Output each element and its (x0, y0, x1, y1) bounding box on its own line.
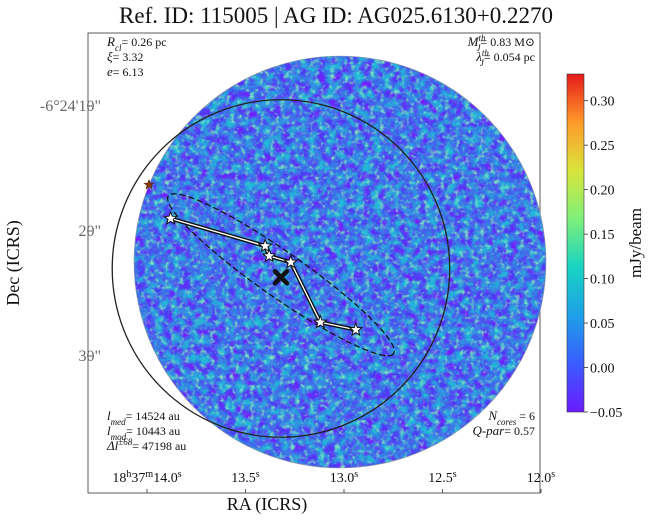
x-tick-label: 13.5s (231, 469, 260, 487)
colorbar-tick-label: −0.05 (590, 406, 622, 421)
x-tick-label: 12.0s (527, 469, 556, 487)
core-marker (348, 321, 364, 337)
fit-ellipse (166, 193, 395, 357)
mst-edge-highlight (169, 217, 266, 247)
annotation-line: lmed= 14524 au (107, 408, 180, 427)
colorbar-tick-label: 0.05 (590, 317, 615, 332)
mst-edge-highlight (290, 261, 322, 323)
x-tick-label: 13.0s (330, 469, 359, 487)
colorbar-label: mJy/beam (626, 208, 645, 278)
colorbar-tick-label: 0.25 (590, 139, 615, 154)
x-tick-label: 12.5s (428, 469, 457, 487)
annotation-line: Ncores = 6 (487, 408, 535, 427)
x-axis-label: RA (ICRS) (227, 494, 308, 515)
y-tick-label: 30" (78, 348, 101, 365)
core-marker (261, 248, 277, 263)
y-axis-label: Dec (ICRS) (3, 220, 24, 305)
field-boundary (133, 55, 547, 469)
core-marker (163, 210, 179, 225)
colorbar-tick-label: 0.20 (590, 184, 615, 199)
colorbar-tick-label: 0.15 (590, 228, 615, 243)
annotation-line: Mth J= 0.83 M⊙ (467, 33, 535, 53)
y-tick-label: 20" (78, 223, 101, 240)
annotation-line: lmod= 10443 au (107, 423, 180, 442)
colorbar-ticks: 0.30 0.25 0.20 0.15 0.10 0.05 0.00 −0.05 (584, 95, 622, 421)
x-tick-label: 18h37m14.0s (112, 469, 181, 487)
core-marker (257, 238, 273, 253)
annotation-line: Rcl= 0.26 pc (106, 34, 167, 53)
centroid-marker (272, 269, 290, 286)
intensity-map (134, 56, 546, 468)
colorbar-tick-label: 0.30 (590, 95, 615, 110)
x-axis: 18h37m14.0s 13.5s 13.0s 12.5s 12.0s (112, 469, 556, 493)
annotations: Rcl= 0.26 pcξ= 3.32e= 6.13 Mth J= 0.83 M⊙λ… (106, 33, 535, 453)
y-axis: -6°24'10" 20" 30" (40, 98, 101, 365)
other-source-marker (143, 178, 155, 190)
annotation-line: ξ= 3.32 (107, 49, 143, 64)
overlay-layer (111, 99, 451, 438)
colorbar-tick-label: 0.10 (590, 273, 615, 288)
colorbar (566, 73, 585, 413)
y-tick-label: -6°24'10" (40, 98, 101, 115)
cluster-circle (111, 99, 451, 438)
annotation-line: Q-par= 0.57 (472, 423, 535, 438)
core-marker (312, 314, 328, 329)
annotation-line: e= 6.13 (107, 64, 144, 79)
colorbar-tick-label: 0.00 (590, 362, 615, 377)
core-marker (283, 254, 299, 269)
chart-title: Ref. ID: 115005 | AG ID: AG025.6130+0.22… (119, 3, 553, 28)
annotation-line: λth J= 0.054 pc (475, 48, 535, 68)
annotation-line: Δl±68= 47198 au (106, 437, 186, 453)
